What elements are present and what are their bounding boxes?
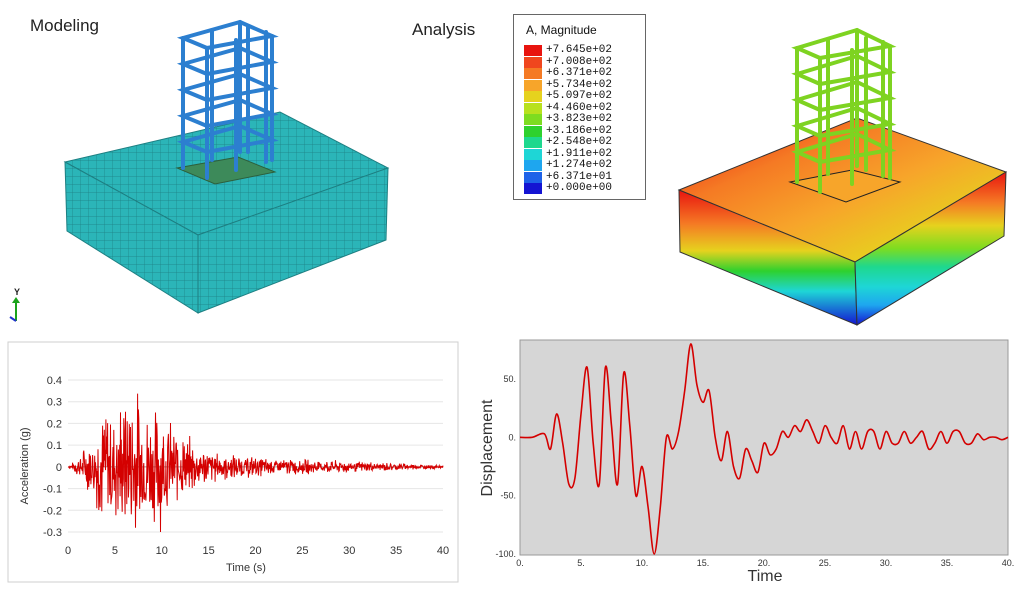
legend-value: +1.911e+02 [546, 147, 613, 160]
acceleration-series-line [67, 393, 444, 533]
displacement-x-tick: 10. [636, 558, 649, 568]
legend-entry: +5.734e+02 [524, 78, 613, 91]
acceleration-x-tick: 0 [65, 545, 71, 557]
analysis-building-frame [791, 27, 897, 194]
acceleration-chart: 0.4 0.3 0.2 0.1 0 -0.1 -0.2 -0.3 0 5 10 15 20 25 30 35… [19, 375, 449, 574]
legend-entry: +3.823e+02 [524, 114, 612, 125]
legend-swatch [524, 79, 542, 91]
acceleration-x-tick: 35 [390, 545, 402, 557]
acceleration-y-tick: 0.1 [47, 440, 62, 452]
legend-swatch [524, 68, 542, 79]
legend-entry: +0.000e+00 [524, 183, 612, 194]
legend-value: +7.008e+02 [546, 55, 613, 68]
legend-swatch [524, 102, 542, 114]
legend-value: +4.460e+02 [546, 101, 613, 114]
displacement-x-tick: 25. [819, 558, 832, 568]
legend-entry: +7.645e+02 [524, 45, 612, 56]
acceleration-x-tick: 10 [156, 545, 168, 557]
acceleration-y-tick: -0.1 [43, 484, 62, 496]
analysis-title: Analysis [412, 20, 476, 39]
legend-entry: +4.460e+02 [524, 101, 613, 114]
modeling-soil-block [63, 111, 390, 314]
displacement-y-tick: -100. [495, 549, 516, 559]
legend-swatch [524, 171, 542, 183]
legend-value: +2.548e+02 [546, 136, 613, 148]
legend-value: +1.274e+02 [546, 159, 613, 171]
legend-entry: +6.371e+01 [524, 170, 613, 183]
acceleration-x-tick: 25 [296, 545, 308, 557]
modeling-title: Modeling [30, 16, 99, 35]
axis-triad: Y [8, 287, 28, 325]
legend-swatch [524, 114, 542, 125]
displacement-y-tick: -50. [500, 491, 516, 501]
acceleration-y-tick: -0.2 [43, 505, 62, 517]
acceleration-y-tick: 0.3 [47, 397, 62, 409]
legend-entry: +1.274e+02 [524, 160, 612, 171]
acceleration-y-tick: 0.2 [47, 418, 62, 430]
displacement-y-tick: 50. [503, 374, 516, 384]
displacement-y-axis-label: Displacement [479, 399, 496, 496]
legend-value: +0.000e+00 [546, 182, 613, 194]
legend-swatch [524, 45, 542, 56]
legend-value: +7.645e+02 [546, 44, 613, 56]
displacement-chart: 50. 0. -50. -100. 0. 5. 10. 15. 20. 25. 30. 35. 40.… [479, 343, 1015, 585]
displacement-y-tick: 0. [508, 432, 516, 442]
legend-entry: +7.008e+02 [524, 55, 613, 68]
displacement-x-tick: 15. [697, 558, 710, 568]
legend-entry: +1.911e+02 [524, 147, 613, 160]
displacement-x-tick: 35. [941, 558, 954, 568]
legend-entry: +2.548e+02 [524, 137, 612, 148]
displacement-x-tick: 5. [577, 558, 585, 568]
legend-swatch [524, 148, 542, 160]
analysis-soil-block [677, 117, 1008, 326]
legend-swatch [524, 183, 542, 194]
legend-entry: +3.186e+02 [524, 124, 613, 137]
displacement-x-tick: 40. [1002, 558, 1015, 568]
legend-value: +6.371e+02 [546, 67, 613, 79]
acceleration-y-tick: -0.3 [43, 527, 62, 539]
legend-swatch [524, 125, 542, 137]
acceleration-y-tick: 0 [56, 462, 62, 474]
triad-arrows-icon [9, 297, 20, 322]
acceleration-x-tick: 40 [437, 545, 449, 557]
displacement-x-tick: 30. [880, 558, 893, 568]
acceleration-y-tick: 0.4 [47, 375, 62, 387]
acceleration-x-axis-label: Time (s) [226, 562, 266, 574]
legend-swatch [524, 91, 542, 102]
legend-value: +5.097e+02 [546, 90, 613, 102]
modeling-building-frame [176, 19, 279, 180]
legend-value: +3.186e+02 [546, 124, 613, 137]
legend-value: +5.734e+02 [546, 78, 613, 91]
acceleration-x-tick: 30 [343, 545, 355, 557]
legend-swatch [524, 56, 542, 68]
legend-swatch [524, 160, 542, 171]
displacement-x-tick: 20. [758, 558, 771, 568]
triad-y-label: Y [14, 287, 21, 297]
contour-legend: A, Magnitude +7.645e+02 +7.008e+02 +6.371e… [513, 14, 646, 200]
displacement-x-tick: 0. [516, 558, 524, 568]
displacement-series-line [519, 343, 1009, 555]
legend-swatch [524, 137, 542, 148]
acceleration-x-tick: 15 [203, 545, 215, 557]
legend-value: +6.371e+01 [546, 170, 613, 183]
acceleration-x-tick: 5 [112, 545, 118, 557]
legend-value: +3.823e+02 [546, 113, 613, 125]
displacement-x-axis-label: Time [748, 568, 783, 585]
acceleration-x-tick: 20 [249, 545, 261, 557]
acceleration-y-axis-label: Acceleration (g) [19, 427, 31, 504]
legend-entry: +5.097e+02 [524, 91, 612, 102]
legend-entry: +6.371e+02 [524, 68, 612, 79]
legend-title: A, Magnitude [526, 23, 597, 37]
